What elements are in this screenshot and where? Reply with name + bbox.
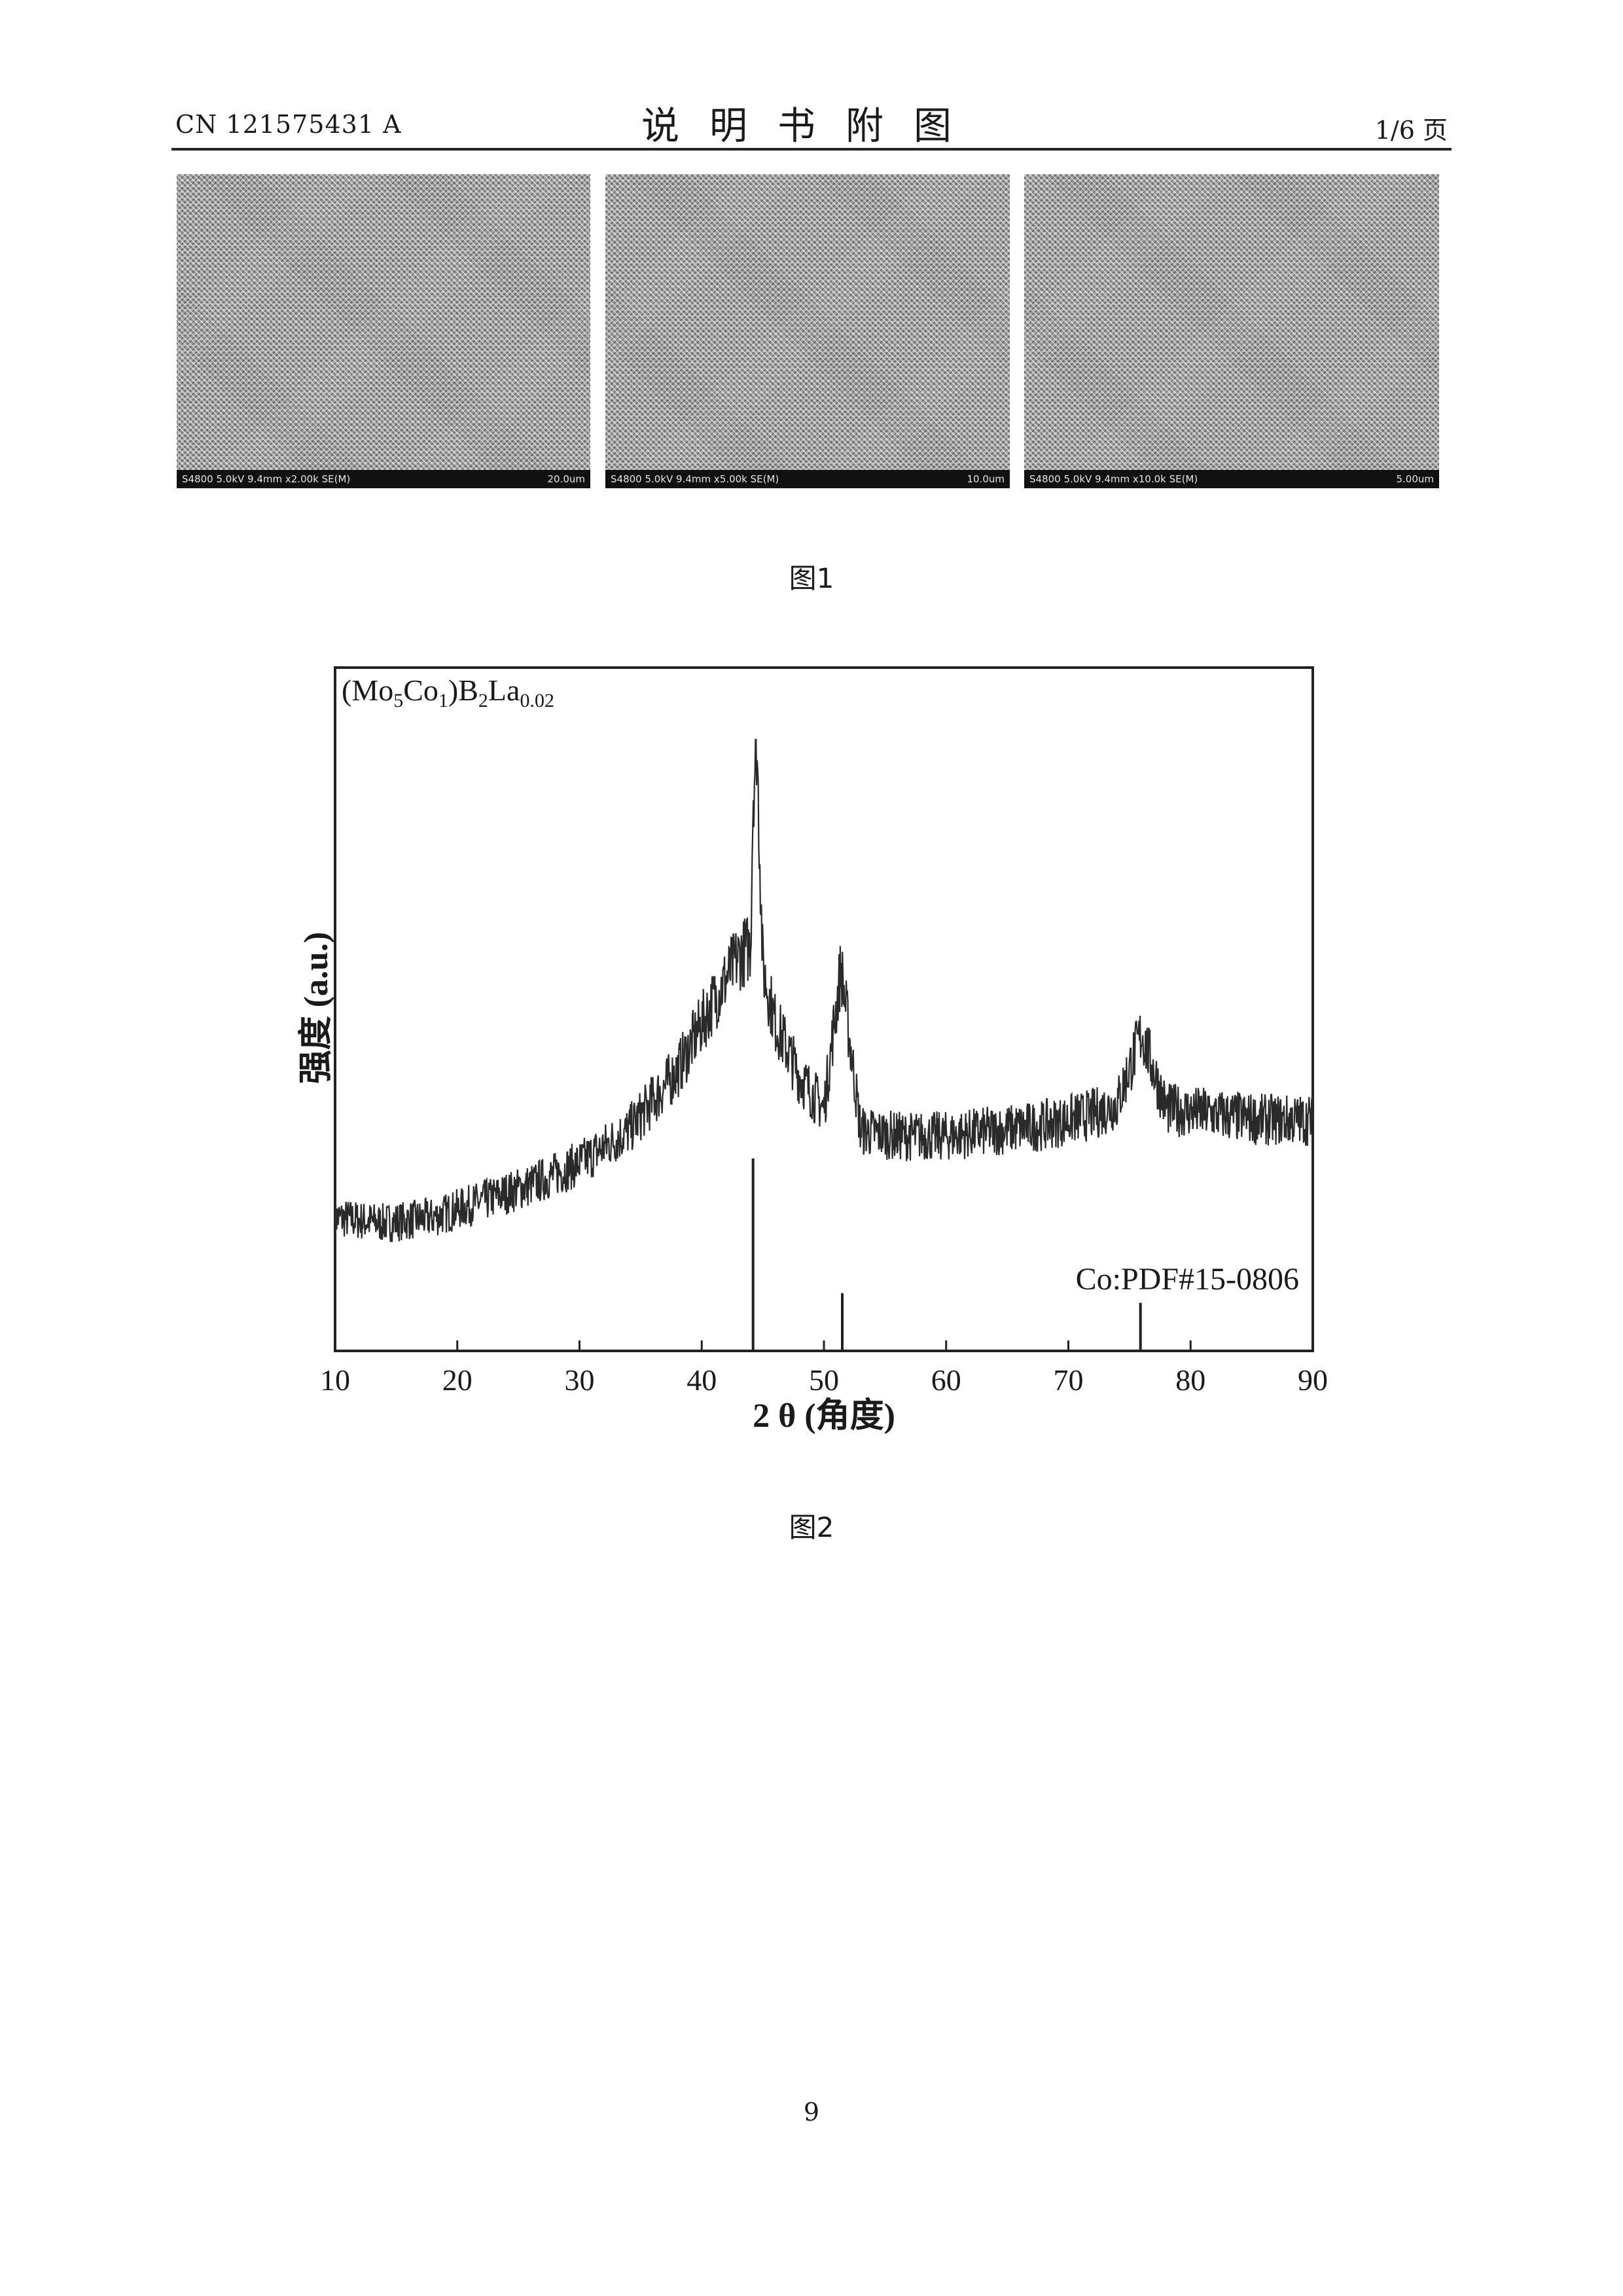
- reference-peaks: [751, 1158, 1142, 1351]
- sem-info-bar: S4800 5.0kV 9.4mm x5.00k SE(M) 10.0um: [605, 470, 1010, 488]
- sem-image: [1024, 174, 1439, 470]
- x-axis-label: 2 θ (角度): [753, 1397, 895, 1435]
- series-point: [753, 793, 754, 795]
- header-rule: [171, 148, 1452, 151]
- sem-scale: 5.00um: [1396, 473, 1434, 485]
- page-number: 9: [803, 2098, 820, 2126]
- sem-info-bar: S4800 5.0kV 9.4mm x10.0k SE(M) 5.00um: [1024, 470, 1439, 488]
- sem-panel-1: S4800 5.0kV 9.4mm x2.00k SE(M) 20.0um: [177, 174, 590, 488]
- header-publication-number: CN 121575431 A: [175, 110, 402, 139]
- y-axis-label: 强度 (a.u.): [297, 932, 335, 1085]
- x-tick-label: 90: [1298, 1363, 1328, 1397]
- x-tick-label: 80: [1175, 1363, 1205, 1397]
- x-tick-label: 70: [1054, 1363, 1084, 1397]
- header-page-indicator: 1/6 页: [1374, 116, 1448, 145]
- x-tick-label: 40: [687, 1363, 717, 1397]
- sem-info: S4800 5.0kV 9.4mm x5.00k SE(M): [611, 473, 779, 485]
- sem-scale: 20.0um: [547, 473, 585, 485]
- sem-image: [177, 174, 590, 470]
- sem-image: [605, 174, 1010, 470]
- x-ticks: 10 20 30 40 50 60 70 80 90: [320, 1340, 1328, 1397]
- xrd-chart: 10 20 30 40 50 60 70 80 90 (Mo5Co1)B2La0.02 Co:P…: [297, 666, 1328, 1435]
- figure1-caption: 图1: [789, 562, 834, 594]
- sem-panel-2: S4800 5.0kV 9.4mm x5.00k SE(M) 10.0um: [605, 174, 1010, 488]
- series-points: [334, 739, 1313, 1224]
- x-tick-label: 60: [931, 1363, 961, 1397]
- x-tick-label: 50: [809, 1363, 839, 1397]
- series-label: (Mo5Co1)B2La0.02: [342, 673, 554, 711]
- x-tick-label: 20: [442, 1363, 473, 1397]
- x-tick-label: 30: [565, 1363, 595, 1397]
- sem-scale: 10.0um: [967, 473, 1005, 485]
- sem-info: S4800 5.0kV 9.4mm x10.0k SE(M): [1029, 473, 1198, 485]
- plot-frame: [334, 666, 1314, 1352]
- x-tick-label: 10: [320, 1363, 350, 1397]
- sem-info: S4800 5.0kV 9.4mm x2.00k SE(M): [182, 473, 351, 485]
- sem-panel-3: S4800 5.0kV 9.4mm x10.0k SE(M) 5.00um: [1024, 174, 1439, 488]
- reference-label: Co:PDF#15-0806: [1076, 1262, 1299, 1297]
- series-point: [481, 1201, 482, 1202]
- series-point: [1141, 1032, 1143, 1033]
- xrd-trace-line: [334, 738, 1314, 1242]
- sem-info-bar: S4800 5.0kV 9.4mm x2.00k SE(M) 20.0um: [177, 470, 590, 488]
- figure2-caption: 图2: [789, 1511, 834, 1543]
- header-title: 说明书附图: [641, 103, 982, 148]
